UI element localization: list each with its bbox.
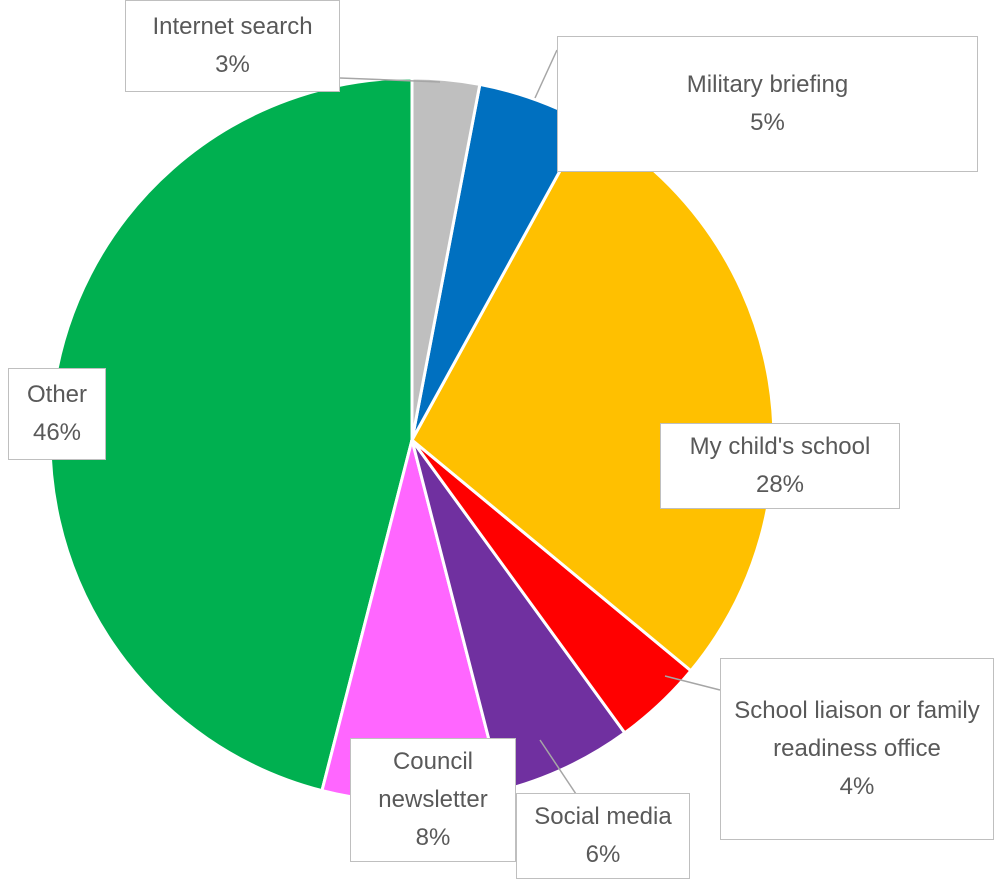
data-label: Other 46%: [8, 368, 106, 460]
slice-name: Social media: [534, 803, 672, 830]
slice-value: 3%: [215, 51, 250, 78]
leader-line: [664, 675, 721, 691]
data-label: Internet search 3%: [125, 0, 340, 92]
pie-slice: [410, 120, 776, 673]
leader-line: [534, 49, 558, 99]
slice-name: Council newsletter: [378, 748, 488, 813]
slice-value: 8%: [415, 824, 451, 851]
pie-slice: [410, 76, 482, 441]
data-label: Social media 6%: [516, 793, 690, 879]
slice-name: Internet search: [152, 13, 313, 40]
leader-lines: [339, 49, 721, 801]
slice-value: 46%: [32, 419, 82, 446]
data-label: Military briefing 5%: [557, 36, 978, 172]
data-label: My child's school 28%: [660, 423, 900, 509]
slice-value: 6%: [585, 841, 621, 868]
slice-name: Other: [26, 381, 88, 408]
data-label: Council newsletter 8%: [350, 738, 516, 862]
slice-value: 28%: [755, 471, 805, 498]
data-label: School liaison or family readiness offic…: [720, 658, 994, 840]
slice-name: School liaison or family readiness offic…: [734, 697, 980, 762]
slice-value: 5%: [750, 109, 785, 136]
leader-line: [339, 77, 441, 83]
slice-name: My child's school: [689, 433, 871, 460]
leader-line: [539, 739, 581, 801]
slice-value: 4%: [839, 773, 875, 800]
slice-name: Military briefing: [686, 71, 849, 98]
